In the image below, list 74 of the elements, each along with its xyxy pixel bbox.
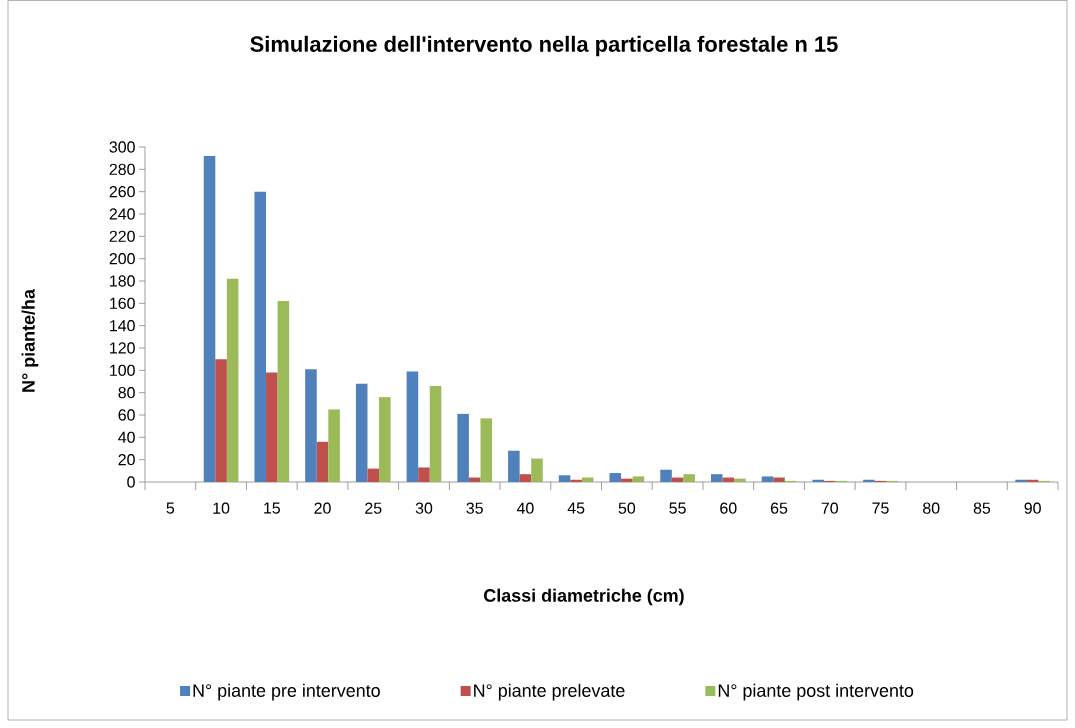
bar <box>266 372 278 482</box>
y-tick-label: 300 <box>109 141 135 153</box>
bar <box>429 385 442 482</box>
bar <box>215 359 227 482</box>
x-tick-label: 35 <box>466 502 483 514</box>
y-tick-label: 140 <box>110 320 135 332</box>
x-tick-label: 45 <box>567 502 585 514</box>
x-tick-label: 60 <box>720 502 737 514</box>
x-tick-label: 50 <box>618 502 636 514</box>
legend-label: N° piante pre intervento <box>193 683 380 701</box>
bar <box>457 413 469 482</box>
y-tick-label: 0 <box>127 476 135 488</box>
bar <box>710 474 723 482</box>
bar <box>328 409 340 482</box>
bar <box>621 478 633 482</box>
bar <box>660 469 672 482</box>
bar <box>277 301 290 482</box>
x-tick-label: 55 <box>669 502 686 514</box>
bar <box>632 476 645 482</box>
y-tick-label: 80 <box>118 387 135 399</box>
x-tick-label: 20 <box>314 502 331 514</box>
bar <box>863 479 875 482</box>
y-axis-title: N° piante/ha <box>21 288 39 392</box>
bar <box>254 191 267 482</box>
bar <box>761 476 774 482</box>
bar <box>406 371 419 482</box>
y-tick-label: 60 <box>118 409 135 421</box>
y-tick-label: 180 <box>110 275 135 287</box>
x-tick-label: 40 <box>516 502 534 514</box>
x-tick-label: 5 <box>166 502 175 514</box>
bar <box>683 474 695 482</box>
bar <box>379 397 391 482</box>
x-tick-label: 70 <box>821 502 838 514</box>
x-tick-label: 10 <box>213 502 230 514</box>
bar <box>203 155 216 482</box>
bar <box>531 458 543 482</box>
x-tick-label: 65 <box>770 502 788 514</box>
x-tick-label: 80 <box>923 502 940 514</box>
bar <box>508 450 520 482</box>
y-tick-label: 120 <box>110 342 135 354</box>
y-tick-label: 20 <box>118 454 135 466</box>
legend-label: N° piante post intervento <box>718 683 914 701</box>
bar <box>305 369 317 482</box>
bar <box>226 278 239 482</box>
y-tick-label: 240 <box>109 208 135 220</box>
y-tick-label: 40 <box>118 431 135 443</box>
y-tick-label: 260 <box>109 186 135 198</box>
y-tick-label: 280 <box>109 163 135 175</box>
y-tick-label: 100 <box>110 364 135 376</box>
bar <box>418 467 430 482</box>
chart-title: Simulazione dell'intervento nella particella forestale n 15 <box>250 35 838 57</box>
bar <box>316 441 329 482</box>
bar <box>355 383 368 482</box>
x-tick-label: 85 <box>973 502 991 514</box>
x-tick-label: 15 <box>264 502 280 514</box>
bar <box>734 478 746 482</box>
bar <box>570 479 582 482</box>
x-tick-label: 90 <box>1024 502 1041 514</box>
bar <box>1015 479 1027 482</box>
bar <box>558 475 571 482</box>
bar <box>480 418 493 482</box>
x-tick-label: 30 <box>415 502 433 514</box>
x-tick-label: 25 <box>365 502 382 514</box>
x-tick-label: 75 <box>872 502 889 514</box>
legend-label: N° piante prelevate <box>474 683 625 701</box>
y-tick-label: 220 <box>109 230 135 242</box>
bar <box>773 477 785 482</box>
y-tick-label: 160 <box>110 297 135 309</box>
x-axis-title: Classi diametriche (cm) <box>484 588 684 606</box>
bar <box>609 473 622 482</box>
bar <box>519 474 532 482</box>
bar <box>812 479 824 482</box>
bar <box>367 468 380 482</box>
y-tick-label: 200 <box>109 253 135 265</box>
